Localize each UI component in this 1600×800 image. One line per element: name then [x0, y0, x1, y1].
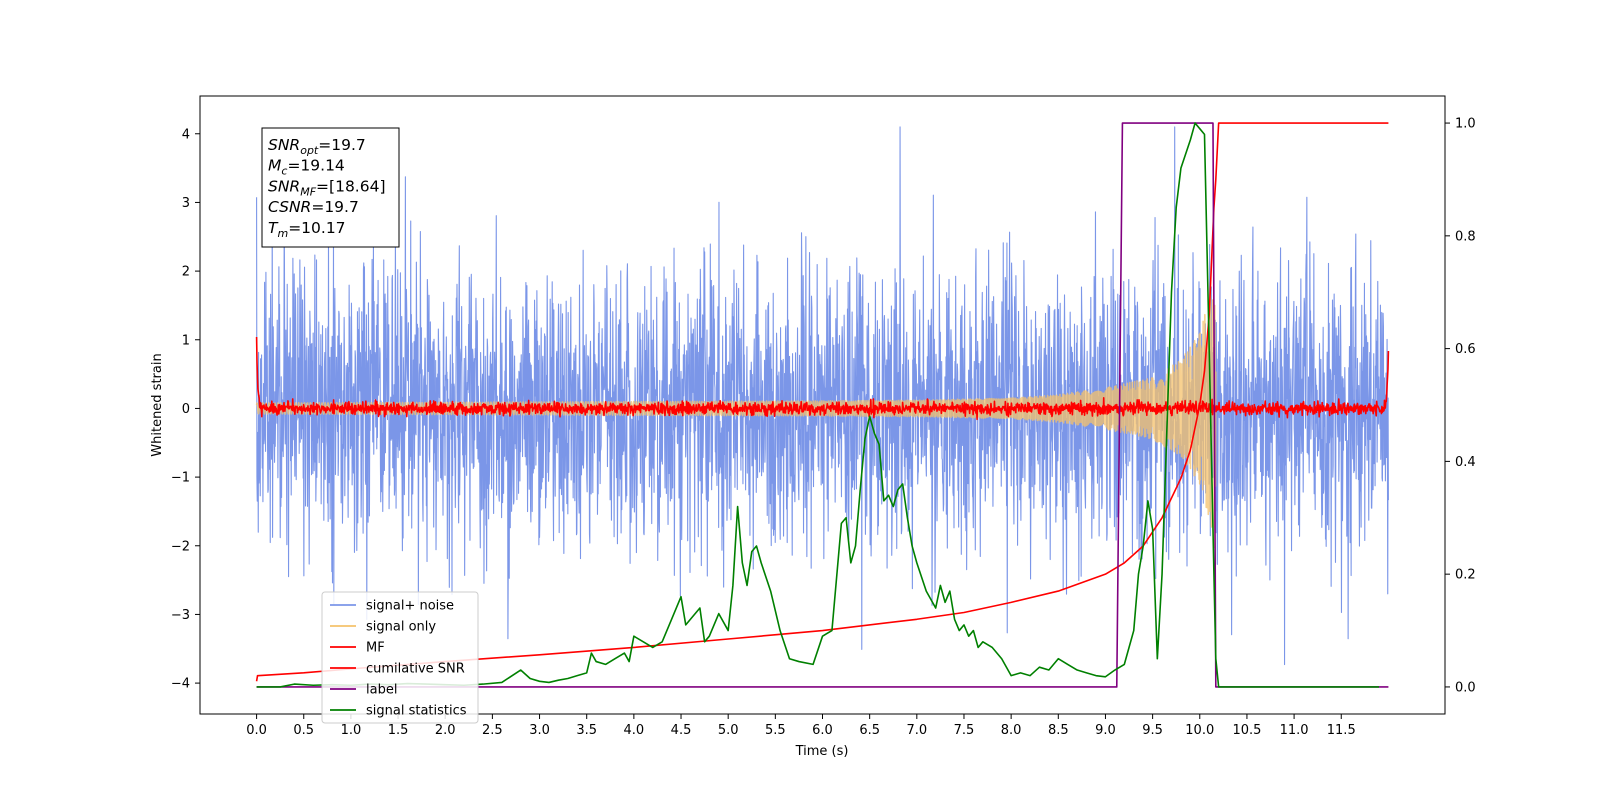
x-tick-label: 10.0: [1185, 723, 1214, 738]
x-tick-label: 8.5: [1048, 723, 1069, 738]
x-tick-label: 3.0: [529, 723, 550, 738]
x-tick-label: 0.5: [293, 723, 314, 738]
x-tick-label: 0.0: [246, 723, 267, 738]
x-tick-label: 11.5: [1327, 723, 1356, 738]
y-tick-label: 2: [182, 265, 190, 280]
legend-label: signal only: [366, 620, 436, 635]
x-tick-label: 3.5: [576, 723, 597, 738]
x-tick-label: 5.0: [718, 723, 739, 738]
annotation-line: CSNR=19.7: [268, 198, 359, 216]
legend-label: label: [366, 683, 397, 698]
x-tick-label: 4.0: [624, 723, 645, 738]
y2-tick-label: 1.0: [1455, 117, 1476, 132]
y-tick-label: −2: [171, 539, 190, 554]
x-tick-label: 6.5: [859, 723, 880, 738]
y-tick-label: −4: [171, 677, 190, 692]
legend: signal+ noise signal only MF cumilative SNR…: [321, 591, 479, 724]
x-axis: 0.0 0.5 1.0 1.5 2.0 2.5 3.0 3.5 4.0 4.5 5.0 5.5 6.0 6…: [246, 714, 1356, 738]
x-tick-label: 6.0: [812, 723, 833, 738]
legend-label: MF: [366, 641, 385, 656]
legend-label: cumilative SNR: [366, 662, 465, 677]
y-tick-label: 4: [182, 127, 190, 142]
y-tick-label: 1: [182, 333, 190, 348]
annotation-frame: [261, 127, 400, 248]
y-tick-label: −3: [171, 608, 190, 623]
legend-label: signal statistics: [366, 704, 467, 719]
x-tick-label: 10.5: [1232, 723, 1261, 738]
x-tick-label: 1.5: [388, 723, 409, 738]
series-signal-statistics: [256, 122, 1379, 688]
x-tick-label: 7.0: [906, 723, 927, 738]
y2-tick-label: 0.6: [1455, 342, 1476, 357]
annotation-line: SNRopt=19.7: [268, 136, 366, 157]
annotation-line: Tm=10.17: [268, 219, 346, 240]
annotation-box: SNRopt=19.7Mc=19.14SNRMF=[18.64]CSNR=19.…: [261, 127, 400, 248]
legend-label: signal+ noise: [366, 599, 454, 614]
y-axis-title: Whitened strain: [150, 353, 165, 456]
annotation-line: SNRMF=[18.64]: [268, 177, 386, 198]
x-axis-title: Time (s): [795, 744, 849, 759]
series-signal-noise: [256, 126, 1389, 666]
annotation-line: Mc=19.14: [268, 157, 345, 178]
x-tick-label: 9.5: [1142, 723, 1163, 738]
x-tick-label: 4.5: [671, 723, 692, 738]
y2-tick-label: 0.0: [1455, 680, 1476, 695]
x-tick-label: 5.5: [765, 723, 786, 738]
y-tick-label: 0: [182, 402, 190, 417]
x-tick-label: 2.5: [482, 723, 503, 738]
x-tick-label: 1.0: [341, 723, 362, 738]
y-axis-left: −4 −3 −2 −1 0 1 2 3 4: [171, 127, 200, 692]
y2-tick-label: 0.2: [1455, 568, 1476, 583]
y-axis-right: 0.0 0.2 0.4 0.6 0.8 1.0: [1445, 117, 1476, 695]
chart-root: 0.0 0.5 1.0 1.5 2.0 2.5 3.0 3.5 4.0 4.5 5.0 5.5 6.0 6…: [150, 95, 1476, 759]
x-tick-label: 7.5: [954, 723, 975, 738]
y-tick-label: 3: [182, 196, 190, 211]
x-tick-label: 2.0: [435, 723, 456, 738]
y-tick-label: −1: [171, 471, 190, 486]
x-tick-label: 11.0: [1280, 723, 1309, 738]
legend-frame: [321, 591, 479, 724]
y2-tick-label: 0.4: [1455, 455, 1476, 470]
x-tick-label: 8.0: [1001, 723, 1022, 738]
y2-tick-label: 0.8: [1455, 229, 1476, 244]
x-tick-label: 9.0: [1095, 723, 1116, 738]
